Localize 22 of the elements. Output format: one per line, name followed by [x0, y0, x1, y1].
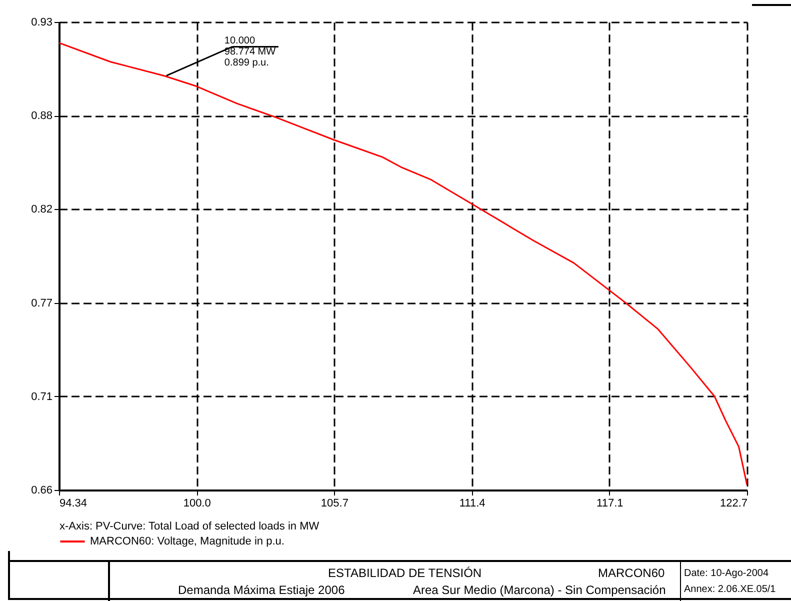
y-tick-label: 0.77 [31, 297, 52, 310]
y-tick-label: 0.88 [31, 110, 52, 122]
x-tick-label: 100.0 [183, 498, 211, 510]
x-tick-label: 122.7 [720, 498, 748, 510]
text: Annex: 2.06.XE.05/1 [684, 584, 776, 595]
text: Date: 10-Ago-2004 [684, 568, 769, 579]
y-tick-label: 0.66 [31, 484, 52, 496]
text: Area Sur Medio (Marcona) - Sin Compensación [413, 583, 666, 597]
text: ESTABILIDAD DE TENSIÓN [328, 566, 482, 580]
text: Demanda Máxima Estiaje 2006 [178, 583, 345, 597]
y-tick-label: 0.82 [31, 204, 52, 216]
x-axis-title: x-Axis: PV-Curve: Total Load of selected loads in MW [60, 520, 320, 532]
x-tick-label: 105.7 [320, 498, 348, 510]
y-tick-label: 0.93 [31, 16, 52, 28]
annotation: 10.000 98.774 MW 0.899 p.u. [224, 36, 276, 69]
x-tick-label: 111.4 [459, 498, 486, 510]
text: MARCON60 [598, 566, 665, 580]
x-tick-label: 117.1 [596, 498, 624, 510]
y-tick-label: 0.71 [31, 390, 52, 403]
line-series [59, 42, 747, 486]
x-tick-label: 94.34 [60, 498, 88, 510]
legend-label: MARCON60: Voltage, Magnitude in p.u. [90, 536, 284, 548]
